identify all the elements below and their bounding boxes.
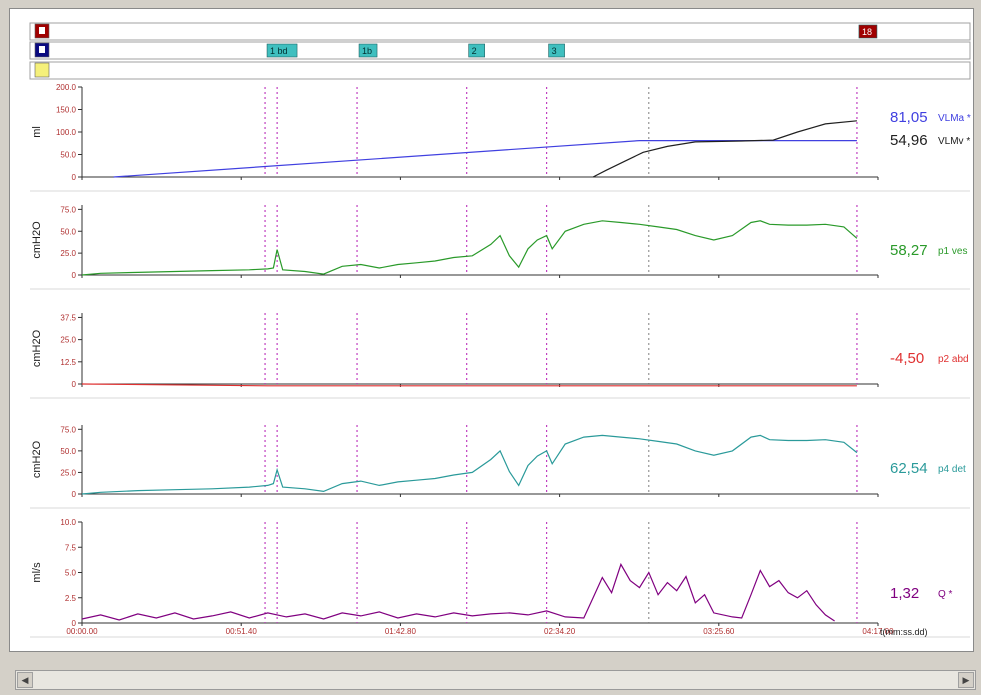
readout-value-0-1: 54,96 [890, 132, 928, 149]
y-tick-label-2-0: 0 [72, 380, 77, 389]
uroflow-chart: 18 1 bd 1b 2 3 0 50.0 100.0 150.0 200.0 ml 81,05 VLM… [29, 22, 971, 638]
series-line-0-1 [592, 120, 857, 178]
x-tick-label-4: 03:25.60 [703, 627, 735, 636]
y-tick-label-3-3: 75.0 [60, 425, 76, 434]
y-tick-label-1-3: 75.0 [60, 205, 76, 214]
x-axis-label: t(mm:ss.dd) [880, 627, 928, 637]
readout-value-0-0: 81,05 [890, 109, 928, 126]
event-marker-1-2 [468, 43, 485, 58]
x-tick-label-3: 02:34.20 [544, 627, 576, 636]
readout-name-4-0: Q * [938, 589, 953, 600]
status-strip [9, 652, 974, 668]
y-tick-label-2-2: 25.0 [60, 336, 76, 345]
event-marker-label-0-0: 18 [862, 27, 872, 37]
event-row-icon-glyph-1 [39, 46, 45, 53]
event-row-2 [29, 61, 971, 80]
y-tick-label-2-1: 12.5 [60, 358, 76, 367]
readout-value-2-0: -4,50 [890, 350, 924, 367]
readout-value-3-0: 62,54 [890, 460, 928, 477]
event-marker-label-1-1: 1b [362, 46, 372, 56]
readout-name-3-0: p4 det [938, 464, 966, 475]
readout-name-1-0: p1 ves [938, 246, 967, 257]
x-tick-label-0: 00:00.00 [66, 627, 98, 636]
y-tick-label-4-3: 7.5 [65, 543, 77, 552]
y-tick-label-2-3: 37.5 [60, 313, 76, 322]
scroll-right-icon[interactable]: ▶ [958, 672, 974, 688]
y-tick-label-3-1: 25.0 [60, 468, 76, 477]
readout-value-1-0: 58,27 [890, 242, 928, 259]
readout-value-4-0: 1,32 [890, 585, 919, 602]
chart-frame: 18 1 bd 1b 2 3 0 50.0 100.0 150.0 200.0 ml 81,05 VLM… [9, 8, 974, 652]
y-tick-label-0-0: 0 [72, 173, 77, 182]
y-tick-label-1-0: 0 [72, 271, 77, 280]
y-tick-label-1-1: 25.0 [60, 249, 76, 258]
y-tick-label-4-4: 10.0 [60, 518, 76, 527]
y-tick-label-0-2: 100.0 [56, 128, 77, 137]
x-tick-label-2: 01:42.80 [385, 627, 417, 636]
y-tick-label-1-2: 50.0 [60, 227, 76, 236]
y-axis-label-0: ml [31, 126, 43, 138]
event-marker-label-1-0: 1 bd [270, 46, 288, 56]
x-tick-label-5: 04:17.00 [862, 627, 894, 636]
horizontal-scrollbar[interactable]: ◀ ▶ [15, 670, 976, 690]
y-tick-label-4-2: 5.0 [65, 569, 77, 578]
event-marker-label-1-2: 2 [472, 46, 477, 56]
event-marker-1-1 [358, 43, 378, 58]
event-marker-label-1-3: 3 [552, 46, 557, 56]
event-marker-0-0 [858, 24, 878, 39]
x-tick-label-1: 00:51.40 [226, 627, 258, 636]
event-row-icon-2 [34, 62, 50, 78]
y-tick-label-4-0: 0 [72, 619, 77, 628]
y-tick-label-3-2: 50.0 [60, 447, 76, 456]
readout-name-2-0: p2 abd [938, 354, 969, 365]
readout-name-0-1: VLMv * [938, 136, 970, 147]
y-axis-label-2: cmH2O [31, 329, 43, 367]
series-line-0-0 [113, 140, 857, 178]
series-line-1-0 [81, 220, 858, 276]
y-tick-label-0-4: 200.0 [56, 83, 77, 92]
series-line-3-0 [81, 434, 858, 495]
event-row-1 [29, 41, 971, 60]
y-axis-label-1: cmH2O [31, 221, 43, 259]
scroll-left-icon[interactable]: ◀ [17, 672, 33, 688]
series-line-2-0 [81, 383, 857, 387]
y-tick-label-0-1: 50.0 [60, 151, 76, 160]
readout-name-0-0: VLMa * [938, 113, 971, 124]
series-line-4-0 [81, 562, 835, 622]
y-axis-label-3: cmH2O [31, 440, 43, 478]
event-marker-1-0 [266, 43, 298, 58]
event-marker-1-3 [548, 43, 565, 58]
y-tick-label-3-0: 0 [72, 490, 77, 499]
y-tick-label-0-3: 150.0 [56, 106, 77, 115]
event-row-0 [29, 22, 971, 41]
y-tick-label-4-1: 2.5 [65, 594, 77, 603]
event-row-icon-glyph-0 [39, 27, 45, 34]
y-axis-label-4: ml/s [31, 562, 43, 583]
